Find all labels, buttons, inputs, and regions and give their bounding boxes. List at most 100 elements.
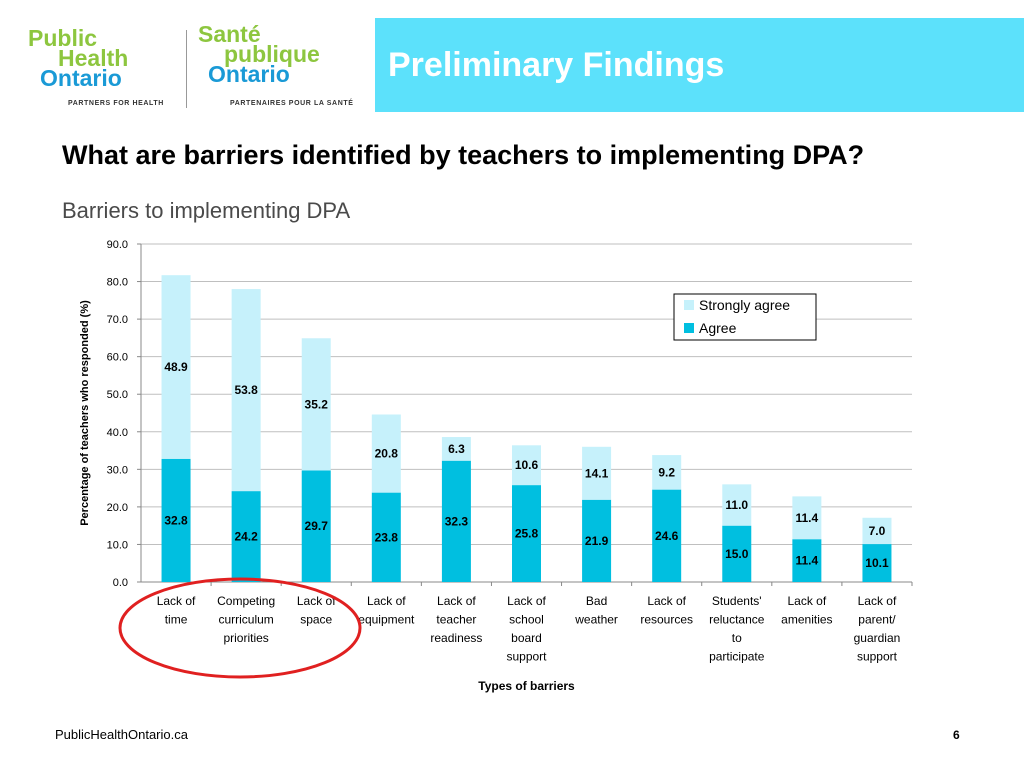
logo-en-tagline: PARTNERS FOR HEALTH: [68, 100, 164, 107]
bar-strongly-agree: [862, 517, 892, 545]
x-category-label: Lack of: [157, 594, 196, 608]
x-category-label: curriculum: [218, 613, 273, 627]
bar-agree: [231, 491, 261, 582]
data-label-strongly-agree: 20.8: [375, 447, 399, 461]
x-category-label: equipment: [358, 613, 415, 627]
y-tick-label: 30.0: [107, 464, 128, 476]
bar-strongly-agree: [301, 338, 331, 471]
bar-strongly-agree: [512, 445, 541, 486]
x-axis-title: Types of barriers: [478, 679, 575, 693]
sante-publique-ontario-logo: Santé publique Ontario: [198, 21, 320, 87]
x-category-label: Lack of: [297, 594, 336, 608]
y-tick-label: 50.0: [107, 389, 128, 401]
x-category-label: weather: [574, 613, 618, 627]
data-label-agree: 23.8: [375, 530, 399, 544]
bar-agree: [582, 499, 612, 582]
logo-area: Public Health Ontario PARTNERS FOR HEALT…: [0, 18, 375, 112]
x-category-label: participate: [709, 650, 765, 664]
data-label-strongly-agree: 9.2: [658, 465, 675, 479]
x-category-label: readiness: [430, 631, 482, 645]
x-category-label: Students': [712, 594, 762, 608]
slide-title: Preliminary Findings: [388, 46, 725, 84]
data-label-agree: 11.4: [796, 554, 819, 568]
data-label-strongly-agree: 53.8: [234, 383, 258, 397]
chart-title: Barriers to implementing DPA: [62, 198, 351, 223]
data-label-strongly-agree: 10.6: [515, 458, 539, 472]
data-label-strongly-agree: 48.9: [164, 360, 188, 374]
bar-strongly-agree: [722, 484, 752, 526]
x-category-label: Bad: [586, 594, 607, 608]
x-category-label: Lack of: [437, 594, 476, 608]
bar-agree: [301, 470, 331, 582]
y-axis-title: Percentage of teachers who responded (%): [79, 300, 91, 526]
data-label-agree: 15.0: [725, 547, 749, 561]
y-tick-label: 80.0: [107, 277, 128, 289]
data-label-agree: 24.2: [234, 530, 258, 544]
logo-en-line1: Public: [28, 25, 98, 51]
bar-agree: [161, 458, 191, 582]
x-category-label: Lack of: [647, 594, 686, 608]
data-label-strongly-agree: 7.0: [869, 524, 886, 538]
public-health-ontario-logo: Public Health Ontario: [28, 25, 129, 91]
legend-label-strongly-agree: Strongly agree: [699, 297, 790, 313]
logo-en-line2: Health: [58, 45, 129, 71]
x-category-label: school: [509, 613, 544, 627]
bar-agree: [792, 539, 822, 582]
bar-agree: [441, 460, 471, 582]
x-category-label: Lack of: [367, 594, 406, 608]
legend-label-agree: Agree: [699, 320, 737, 336]
x-category-label: amenities: [781, 613, 832, 627]
y-tick-label: 60.0: [107, 352, 128, 364]
x-category-label: priorities: [223, 631, 268, 645]
x-category-label: Competing: [217, 594, 275, 608]
logo-fr-line3: Ontario: [208, 61, 290, 87]
header-banner: Preliminary Findings: [375, 18, 1024, 112]
question-heading: What are barriers identified by teachers…: [62, 140, 865, 170]
data-label-agree: 29.7: [305, 519, 329, 533]
bar-agree: [722, 525, 752, 582]
x-category-label: board: [511, 631, 542, 645]
x-category-label: parent/: [858, 613, 896, 627]
bar-strongly-agree: [371, 414, 401, 493]
x-category-label: Lack of: [788, 594, 827, 608]
logo-divider: [186, 30, 187, 108]
x-category-label: teacher: [436, 613, 476, 627]
bar-agree: [371, 492, 401, 582]
x-category-label: guardian: [854, 631, 901, 645]
x-category-label: support: [506, 650, 547, 664]
data-label-strongly-agree: 11.0: [725, 498, 748, 512]
data-label-strongly-agree: 6.3: [448, 442, 465, 456]
bar-agree: [652, 489, 682, 582]
y-tick-label: 90.0: [107, 239, 128, 251]
data-label-agree: 24.6: [655, 529, 679, 543]
footer-url: PublicHealthOntario.ca: [55, 727, 188, 742]
x-category-label: space: [300, 613, 332, 627]
x-category-label: Lack of: [858, 594, 897, 608]
x-category-label: Lack of: [507, 594, 546, 608]
legend-box: [673, 293, 817, 341]
y-tick-label: 10.0: [107, 539, 128, 551]
data-label-agree: 21.9: [585, 534, 609, 548]
logo-fr-line2: publique: [224, 41, 320, 67]
x-category-label: reluctance: [709, 613, 765, 627]
bar-strongly-agree: [161, 275, 191, 459]
y-tick-label: 40.0: [107, 427, 128, 439]
bar-strongly-agree: [231, 289, 261, 492]
bar-strongly-agree: [441, 437, 471, 461]
y-tick-label: 20.0: [107, 502, 128, 514]
logo-fr-line1: Santé: [198, 21, 261, 47]
bar-agree: [512, 485, 541, 582]
data-label-agree: 32.3: [445, 514, 469, 528]
data-label-agree: 25.8: [515, 527, 539, 541]
y-tick-label: 0.0: [113, 577, 128, 589]
bar-strongly-agree: [652, 455, 682, 490]
legend-swatch-strongly-agree: [684, 300, 694, 310]
logo-en-line3: Ontario: [40, 65, 122, 91]
highlight-ellipse: [118, 577, 362, 679]
data-label-strongly-agree: 35.2: [305, 397, 329, 411]
y-tick-label: 70.0: [107, 314, 128, 326]
bar-strongly-agree: [792, 496, 822, 540]
bar-strongly-agree: [582, 446, 612, 500]
logo-fr-tagline: PARTENAIRES POUR LA SANTÉ: [230, 100, 354, 107]
